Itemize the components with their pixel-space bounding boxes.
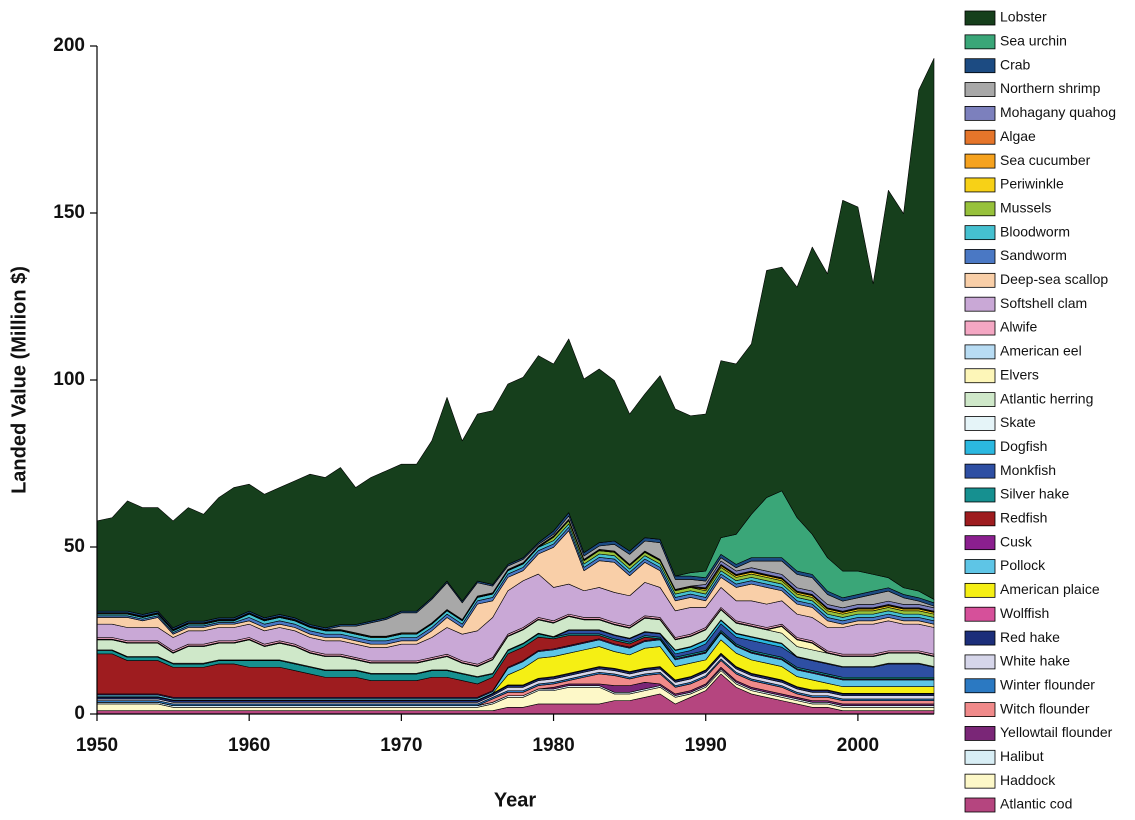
legend-swatch (964, 654, 996, 670)
legend-label: Crab (1000, 56, 1031, 72)
legend-label: Lobster (1000, 9, 1047, 25)
legend-swatch (964, 678, 996, 694)
legend-swatch (964, 177, 996, 193)
legend-label: White hake (1000, 653, 1070, 669)
legend-swatch (964, 296, 996, 312)
legend-label: Softshell clam (1000, 295, 1087, 311)
legend-label: Skate (1000, 414, 1036, 430)
x-tick-label: 1960 (228, 735, 270, 756)
y-tick-label: 200 (53, 35, 85, 56)
x-tick-label: 1990 (685, 735, 727, 756)
legend-swatch (964, 702, 996, 718)
y-tick-label: 150 (53, 202, 85, 223)
legend-swatch (964, 487, 996, 503)
legend-swatch (964, 511, 996, 527)
legend-swatch (964, 249, 996, 264)
area (96, 58, 935, 629)
legend-label: Northern shrimp (1000, 80, 1101, 96)
legend-swatch (964, 559, 996, 574)
legend-label: Red hake (1000, 629, 1060, 645)
legend-label: American plaice (1000, 581, 1100, 597)
legend-label: Yellowtail flounder (1000, 724, 1113, 740)
legend-swatch (964, 344, 996, 360)
plot-area (96, 58, 935, 715)
x-tick-label: 1950 (76, 735, 118, 756)
legend-label: Atlantic cod (1000, 796, 1072, 812)
legend-swatch (964, 392, 996, 407)
legend-label: Dogfish (1000, 438, 1047, 454)
legend-swatch (964, 10, 996, 26)
legend-label: Mohagany quahog (1000, 104, 1116, 120)
legend-swatch (964, 272, 996, 288)
legend-label: Pollock (1000, 557, 1046, 573)
legend-swatch (964, 463, 996, 479)
legend-label: Algae (1000, 128, 1036, 144)
x-tick-label: 2000 (837, 735, 879, 756)
legend-label: Periwinkle (1000, 176, 1064, 192)
legend-swatch (964, 320, 996, 336)
legend-label: Halibut (1000, 748, 1044, 764)
legend-swatch (964, 153, 996, 169)
legend-label: Mussels (1000, 199, 1051, 215)
legend-label: Elvers (1000, 366, 1039, 382)
legend-label: Wolffish (1000, 605, 1049, 621)
legend-swatch (964, 58, 996, 74)
y-axis-title: Landed Value (Million $) (8, 266, 30, 494)
x-tick-label: 1970 (380, 735, 422, 756)
legend-label: Witch flounder (1000, 700, 1090, 716)
legend-swatch (964, 416, 996, 431)
legend-label: Deep-sea scallop (1000, 271, 1108, 287)
legend-swatch (964, 439, 996, 455)
legend-label: Monkfish (1000, 462, 1056, 478)
legend-label: Cusk (1000, 533, 1033, 549)
legend-swatch (964, 201, 996, 217)
legend-swatch (964, 82, 996, 97)
x-axis-title: Year (494, 789, 536, 811)
legend-swatch (964, 225, 996, 241)
legend-swatch (964, 582, 996, 598)
legend-swatch (964, 105, 996, 121)
legend-swatch (964, 129, 996, 145)
legend-label: Silver hake (1000, 486, 1069, 502)
legend-swatch (964, 773, 996, 789)
legend-swatch (964, 797, 996, 813)
legend-label: Atlantic herring (1000, 390, 1093, 406)
legend-swatch (964, 726, 996, 741)
legend-label: Winter flounder (1000, 676, 1095, 692)
legend-label: Sandworm (1000, 247, 1067, 263)
legend-swatch (964, 749, 996, 765)
legend-swatch (964, 535, 996, 551)
legend-label: Bloodworm (1000, 223, 1070, 239)
legend-label: Alwife (1000, 319, 1038, 335)
legend-swatch (964, 606, 996, 622)
legend-label: Sea urchin (1000, 33, 1067, 49)
legend-label: Sea cucumber (1000, 152, 1091, 168)
y-tick-label: 0 (74, 703, 85, 724)
y-tick-label: 100 (53, 369, 85, 390)
legend-label: Haddock (1000, 772, 1056, 788)
legend-swatch (964, 34, 996, 50)
legend-swatch (964, 630, 996, 646)
legend-label: American eel (1000, 343, 1082, 359)
y-tick-label: 50 (64, 536, 85, 557)
x-tick-label: 1980 (532, 735, 574, 756)
legend-label: Redfish (1000, 510, 1047, 526)
legend-swatch (964, 368, 996, 384)
